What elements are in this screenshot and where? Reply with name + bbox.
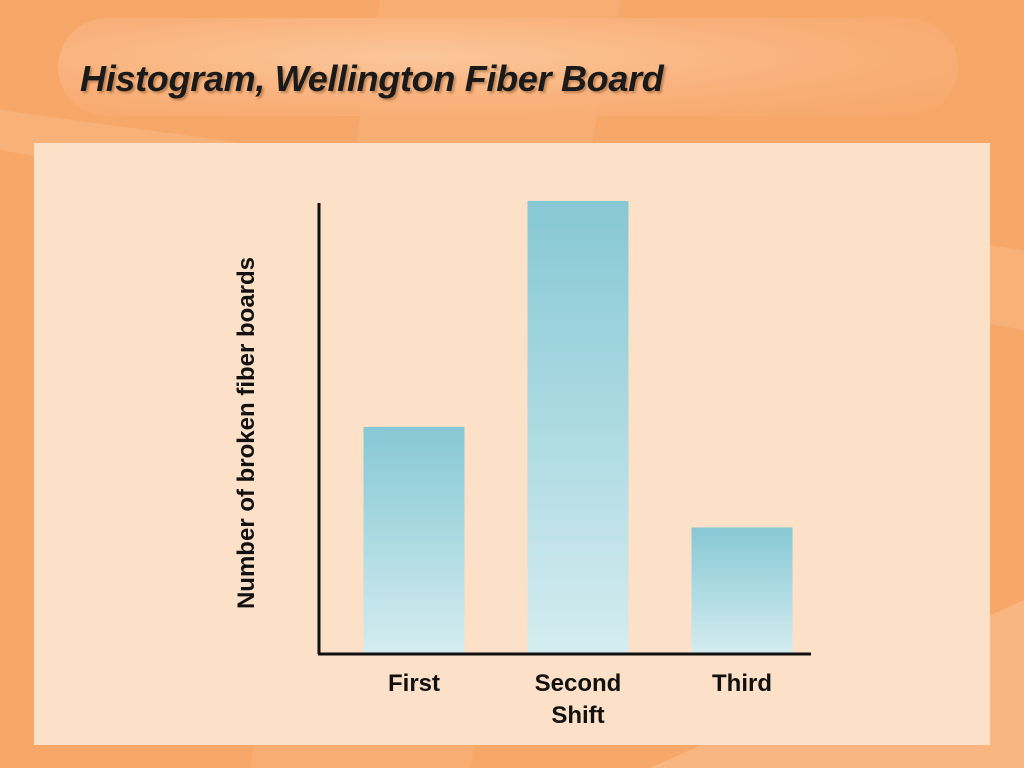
x-tick-label-second: Second Shift: [534, 670, 622, 729]
bar-first: [363, 427, 465, 653]
x-tick-label-third: Third: [712, 670, 772, 697]
bar-second: [527, 201, 629, 653]
x-tick-label-first: First: [387, 670, 440, 697]
y-axis-label: Number of broken fiber boards: [233, 256, 260, 610]
slide-title: Histogram, Wellington Fiber Board: [80, 58, 664, 99]
chart-panel: [34, 143, 990, 745]
bar-third: [691, 527, 793, 653]
title-highlight: [58, 18, 958, 116]
